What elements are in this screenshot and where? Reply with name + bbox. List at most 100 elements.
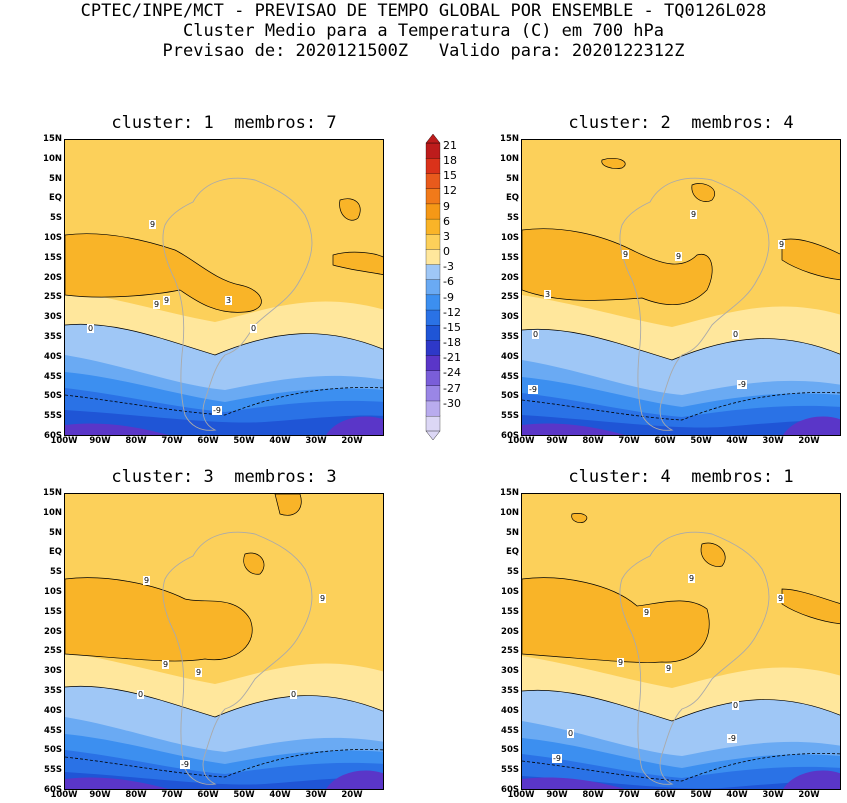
colorbar-swatch: [425, 279, 441, 296]
colorbar-tick-label: 21: [443, 139, 457, 152]
colorbar-swatch: [425, 248, 441, 265]
contour-label: -9: [737, 380, 747, 389]
colorbar-swatch: [425, 203, 441, 220]
contour-label: 9: [622, 250, 630, 259]
lon-tick-label: 30W: [762, 436, 784, 446]
colorbar-swatch: [425, 355, 441, 371]
lat-tick-label: 25S: [501, 292, 519, 303]
lon-tick-label: 70W: [161, 436, 183, 446]
lat-tick-label: 5N: [48, 173, 62, 184]
lon-tick-label: 40W: [269, 436, 291, 446]
lon-tick-label: 30W: [305, 790, 327, 800]
map-panel-4: 9 9 9 9 9 0 0 -9 -9: [521, 493, 841, 790]
temperature-band: [65, 416, 383, 435]
lat-tick-label: 15S: [44, 606, 62, 617]
colorbar-swatch: [425, 233, 441, 250]
contour-label: 9: [690, 210, 698, 219]
colorbar-tick-label: -6: [443, 275, 454, 289]
lat-tick-label: 20S: [501, 626, 519, 637]
warm-region: [522, 228, 713, 305]
temperature-field: [522, 140, 840, 435]
lon-tick-label: 50W: [690, 790, 712, 800]
temperature-band: [522, 754, 840, 789]
lat-tick-label: 55S: [44, 765, 62, 776]
contour-label: 0: [567, 729, 575, 738]
lat-tick-label: 5S: [49, 567, 62, 578]
temperature-band: [65, 770, 383, 789]
lat-tick-label: 60S: [44, 431, 62, 441]
lat-tick-label: 60S: [501, 785, 519, 795]
lat-tick-label: 15N: [43, 134, 62, 144]
colorbar-swatch: [425, 324, 441, 341]
lon-tick-label: 40W: [726, 436, 748, 446]
contour-label: 0: [732, 330, 740, 339]
colorbar-swatch: [425, 294, 441, 311]
colorbar-swatch: [425, 309, 441, 326]
lat-tick-label: EQ: [505, 547, 519, 558]
colorbar-tick-label: 15: [443, 169, 457, 183]
contour-label: -9: [727, 734, 737, 743]
lat-tick-label: 40S: [44, 705, 62, 716]
warm-region: [339, 198, 361, 221]
lon-tick-label: 40W: [726, 790, 748, 800]
lat-tick-label: 40S: [501, 351, 519, 362]
contour-label: 0: [137, 690, 145, 699]
lat-tick-label: 15N: [43, 488, 62, 498]
lat-tick-label: 15S: [501, 252, 519, 263]
colorbar-tick-label: -27: [443, 381, 461, 395]
panel-3-title: cluster: 3 membros: 3: [111, 467, 337, 487]
coastline: [619, 177, 770, 431]
lon-tick-label: 80W: [125, 790, 147, 800]
map-panel-1: 9 9 9 3 0 0 -9: [64, 139, 384, 436]
contour-label: 9: [163, 296, 171, 305]
colorbar-tick-label: 9: [443, 199, 450, 213]
lon-tick-label: 90W: [546, 436, 568, 446]
contour-label: 9: [319, 594, 327, 603]
lon-tick-label: 90W: [89, 790, 111, 800]
colorbar-tick-label: -9: [443, 290, 454, 304]
temperature-field: [522, 494, 840, 789]
warm-region: [700, 542, 726, 567]
lon-tick-label: 50W: [233, 790, 255, 800]
contour-label: 0: [732, 701, 740, 710]
lat-tick-label: 50S: [501, 391, 519, 402]
lon-tick-label: 50W: [690, 436, 712, 446]
colorbar-tick-label: -15: [443, 320, 461, 334]
lon-tick-label: 100W: [50, 436, 78, 446]
lat-tick-label: 25S: [44, 292, 62, 303]
warm-region: [274, 494, 302, 516]
lat-tick-label: 35S: [44, 686, 62, 696]
lat-tick-label: 55S: [501, 411, 519, 422]
contour-label: -9: [180, 760, 190, 769]
panel-4-title: cluster: 4 membros: 1: [568, 467, 794, 487]
map-panel-3: 9 9 9 9 0 0 -9: [64, 493, 384, 790]
colorbar-swatch: [425, 158, 441, 174]
colorbar-swatch: [425, 173, 441, 189]
lat-tick-label: 30S: [501, 312, 519, 323]
lat-tick-label: 15N: [500, 488, 519, 498]
contour-label: 9: [675, 252, 683, 261]
contour-label: 3: [225, 296, 233, 305]
lat-tick-label: 15S: [44, 252, 62, 263]
lon-tick-label: 30W: [305, 436, 327, 446]
lon-tick-label: 60W: [654, 436, 676, 446]
lat-tick-label: 10S: [44, 233, 62, 243]
lat-tick-label: 25S: [44, 646, 62, 657]
lat-tick-label: 50S: [44, 391, 62, 402]
lon-tick-label: 90W: [89, 436, 111, 446]
contour-label: 9: [149, 220, 157, 229]
lon-tick-label: 80W: [125, 436, 147, 446]
lat-tick-label: 5S: [506, 213, 519, 224]
lon-tick-label: 70W: [618, 436, 640, 446]
contour-label: 9: [643, 608, 651, 617]
lon-tick-label: 100W: [507, 790, 535, 800]
colorbar-swatch: [425, 264, 441, 280]
warm-region: [781, 238, 840, 281]
lat-tick-label: 60S: [44, 785, 62, 795]
lon-tick-label: 60W: [197, 436, 219, 446]
colorbar: [425, 134, 441, 440]
lon-tick-label: 30W: [762, 790, 784, 800]
contour-label: 0: [290, 690, 298, 699]
lat-tick-label: 15S: [501, 606, 519, 617]
lat-tick-label: 10S: [501, 587, 519, 597]
